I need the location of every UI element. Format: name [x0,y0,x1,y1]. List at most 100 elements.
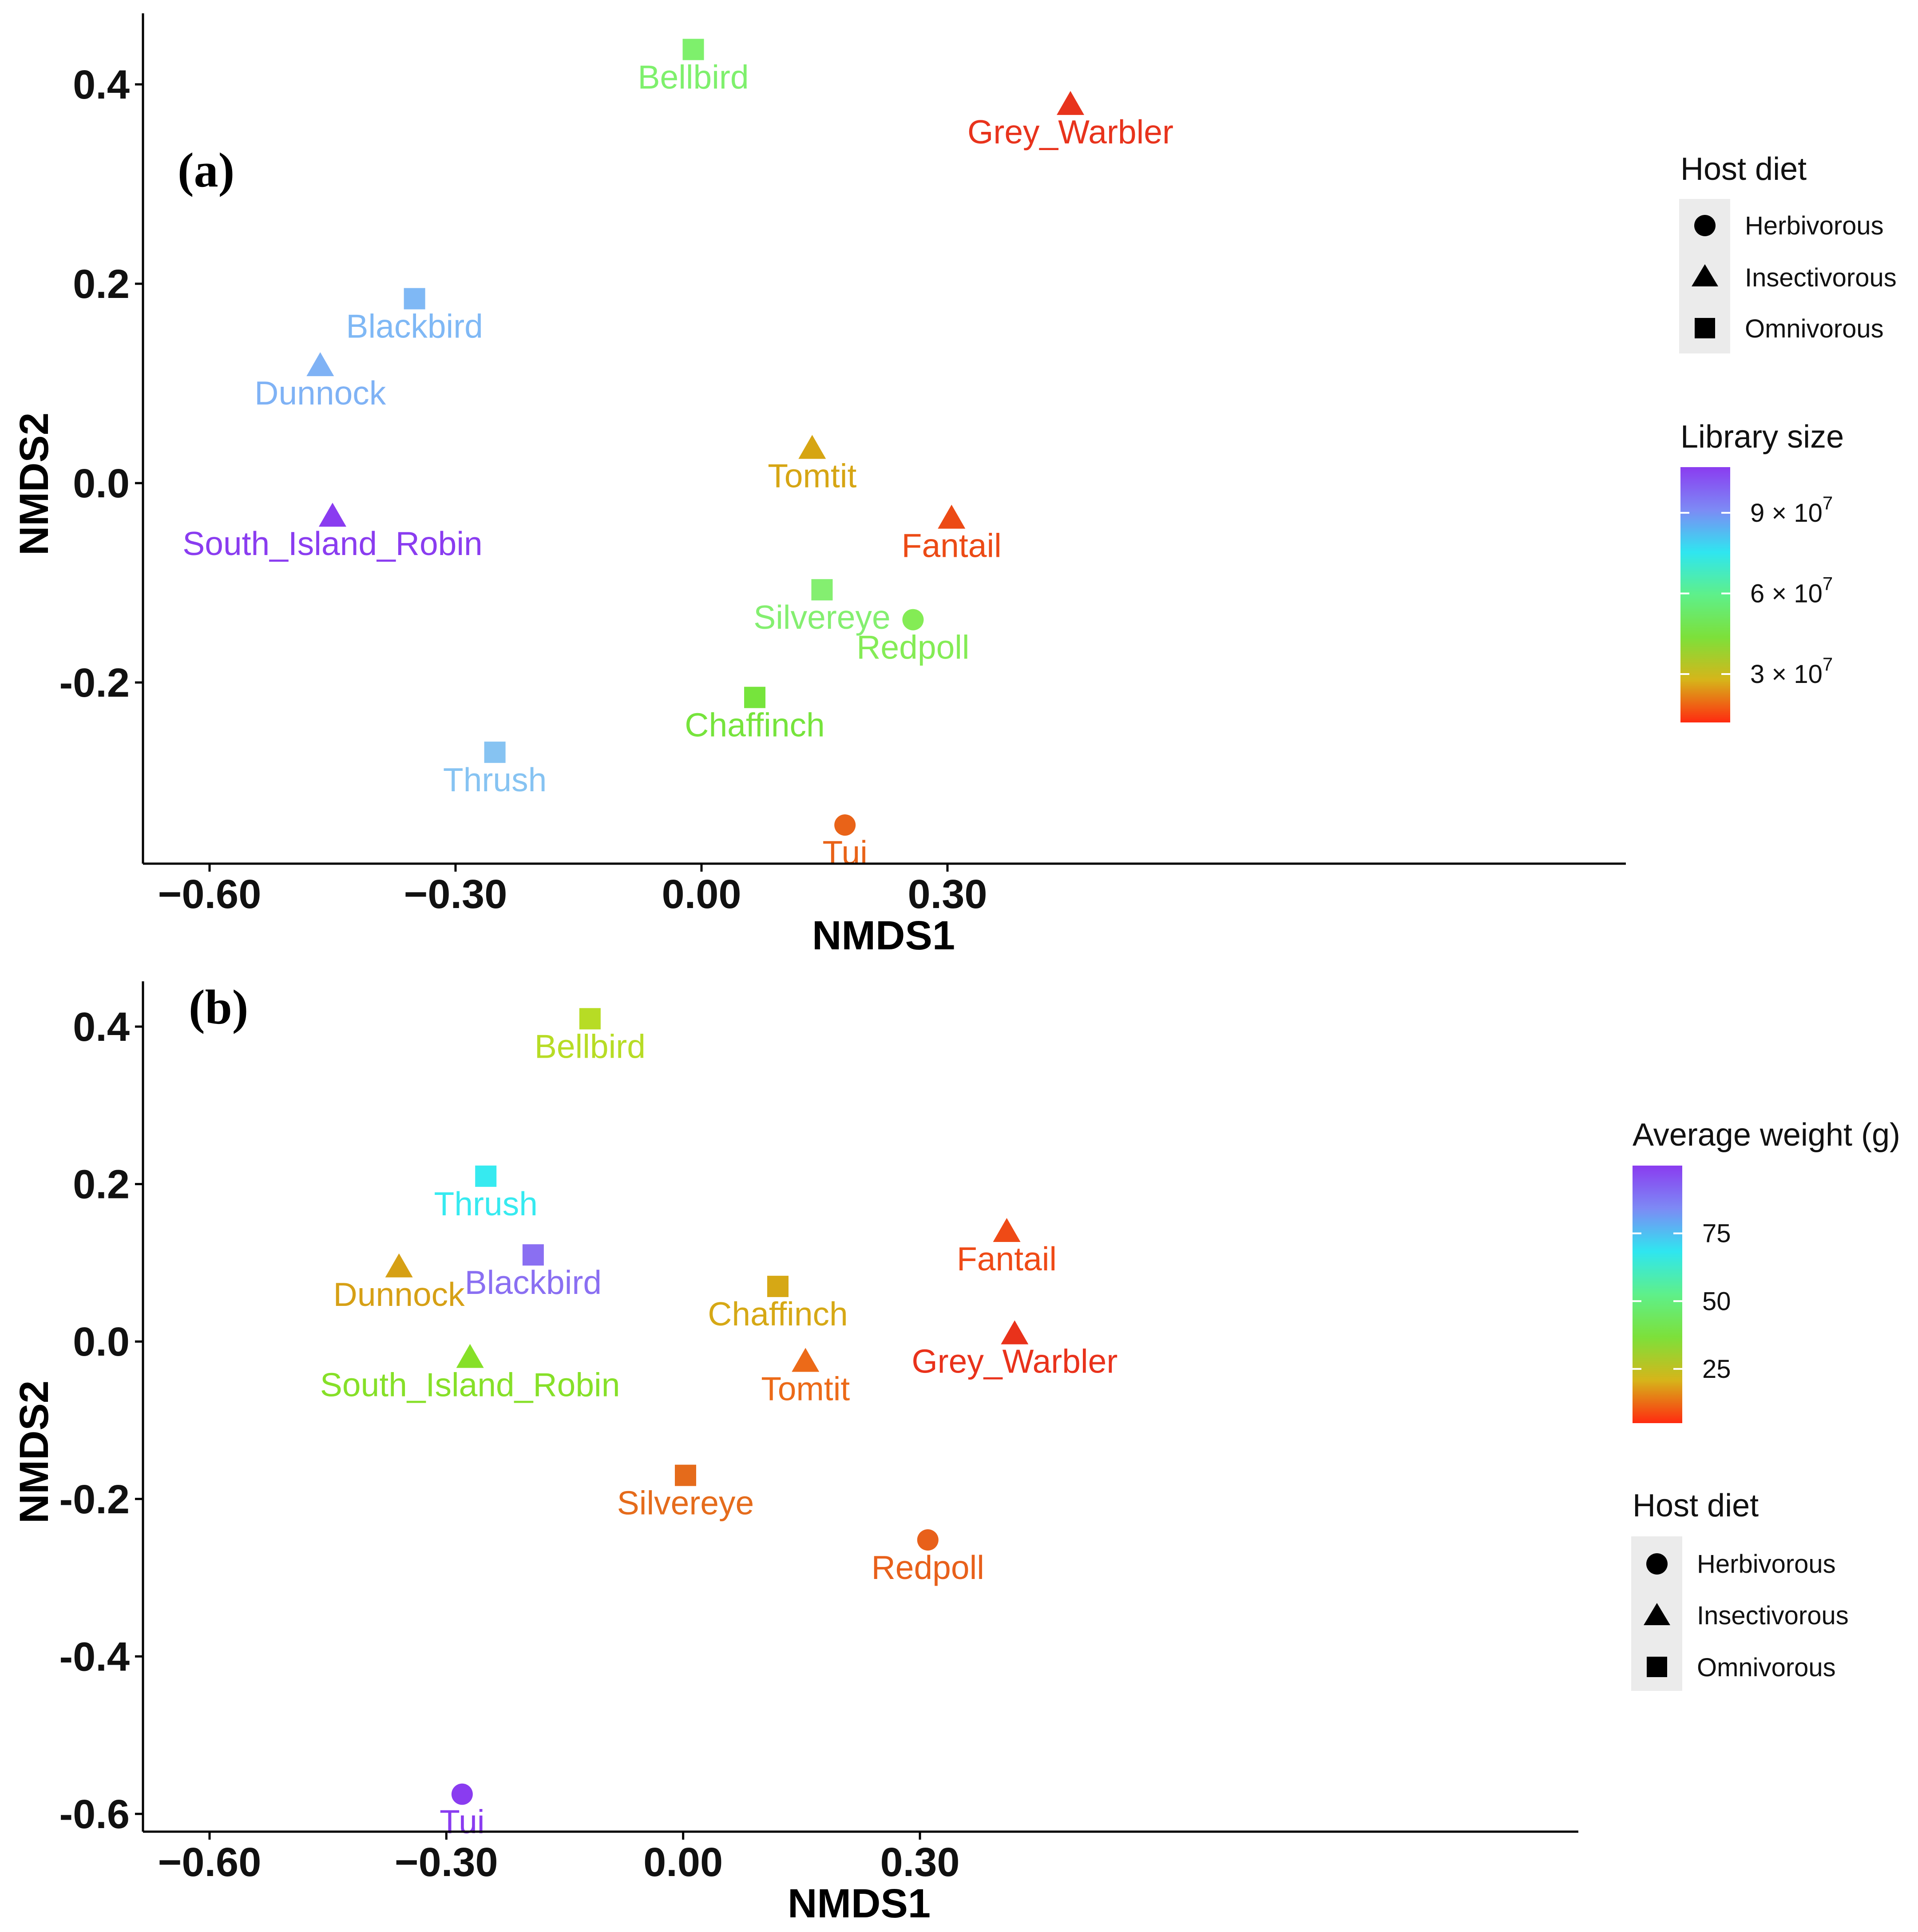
panel-a-diet-legend: Host diet Herbivorous Insectivorous Omni… [1679,151,1897,353]
y-tick-label: 0.0 [73,1319,130,1365]
point-label: Silvereye [753,599,890,636]
point-label: Blackbird [346,308,483,345]
point-thrush: Thrush [443,742,547,798]
point-blackbird: Blackbird [346,288,483,345]
point-label: Tomtit [761,1370,850,1408]
x-tick-label: −0.30 [404,872,507,917]
panel-b-y-title: NMDS2 [12,1381,57,1523]
panel-a-library-size-title: Library size [1680,419,1844,455]
colorbar-tick-label: 3 × 107 [1750,654,1833,689]
panel-b-legend-insectivorous: Insectivorous [1697,1601,1849,1630]
x-tick-label: −0.60 [158,1840,262,1885]
point-label: Thrush [443,761,547,798]
x-tick-label: −0.60 [158,872,262,917]
point-label: Grey_Warbler [967,113,1173,151]
panel-a-x-title: NMDS1 [812,913,955,958]
point-label: South_Island_Robin [320,1366,620,1404]
point-marker-square [484,742,506,763]
panel-b-diet-legend: Host diet Herbivorous Insectivorous Omni… [1631,1488,1849,1691]
point-tui: Tui [822,814,868,871]
point-marker-triangle [792,1348,820,1372]
x-tick-label: 0.30 [907,872,987,917]
panel-a-legend-omnivorous: Omnivorous [1745,314,1884,343]
point-bellbird: Bellbird [535,1008,646,1065]
y-tick-label: 0.0 [73,461,130,506]
point-marker-triangle [798,435,826,459]
panel-b-weight-legend: Average weight (g) 75 50 25 [1633,1117,1900,1423]
point-label: Chaffinch [685,706,825,744]
point-marker-square [744,686,766,708]
y-tick-label: 0.4 [73,1004,130,1050]
panel-b-legend-omnivorous: Omnivorous [1697,1653,1836,1682]
point-marker-triangle [385,1253,413,1277]
point-grey-warbler: Grey_Warbler [911,1320,1118,1380]
point-label: Bellbird [638,58,749,95]
point-label: Thrush [434,1185,538,1222]
point-silvereye: Silvereye [617,1464,754,1522]
panel-b-weight-title: Average weight (g) [1633,1117,1900,1153]
point-label: Grey_Warbler [911,1342,1118,1380]
point-marker-triangle [938,504,966,529]
colorbar-tick-label: 6 × 107 [1750,573,1833,608]
panel-a-library-size-legend: Library size 9 × 107 6 × 107 3 × 107 [1680,419,1844,722]
point-label: Chaffinch [708,1295,848,1333]
panel-b-diet-legend-title: Host diet [1633,1488,1759,1523]
point-label: Fantail [902,527,1002,564]
x-tick-label: 0.00 [643,1840,723,1885]
colorbar-tick-label: 50 [1702,1287,1731,1316]
point-label: Bellbird [535,1027,646,1065]
panel-a-points: Bellbird Grey_Warbler Blackbird Dunnock Sout… [182,39,1173,871]
legend-circle-icon [1646,1553,1668,1575]
legend-triangle-icon [1644,1603,1670,1625]
panel-a-tag: (a) [178,143,234,197]
point-grey-warbler: Grey_Warbler [967,91,1173,151]
point-label: Redpoll [856,629,969,666]
point-label: Dunnock [254,374,386,412]
point-fantail: Fantail [957,1218,1057,1277]
point-marker-square [579,1008,601,1030]
panel-a-diet-legend-title: Host diet [1680,151,1807,187]
point-label: Redpoll [872,1549,984,1586]
panel-a-x-axis: −0.60 −0.30 0.00 0.30 [143,862,1626,917]
point-marker-square [811,579,833,601]
point-marker-triangle [1057,91,1084,115]
point-label: Blackbird [465,1264,602,1301]
point-south-island-robin: South_Island_Robin [182,503,483,562]
point-tomtit: Tomtit [761,1348,850,1408]
point-marker-circle [917,1529,939,1551]
point-label: Tui [822,834,867,871]
point-label: South_Island_Robin [182,525,483,562]
point-marker-square [682,39,704,60]
point-dunnock: Dunnock [333,1253,465,1313]
y-tick-label: -0.2 [59,1477,130,1522]
point-label: Dunnock [333,1276,465,1313]
panel-b-x-title: NMDS1 [788,1881,931,1926]
point-redpoll: Redpoll [856,609,970,666]
colorbar-tick-label: 25 [1702,1355,1731,1384]
y-tick-label: 0.2 [73,262,130,307]
point-south-island-robin: South_Island_Robin [320,1344,620,1404]
y-tick-label: -0.2 [59,660,130,706]
point-fantail: Fantail [902,504,1002,564]
colorbar-tick-label: 75 [1702,1219,1731,1248]
x-tick-label: 0.00 [662,872,741,917]
legend-triangle-icon [1692,264,1718,286]
panel-a-legend-insectivorous: Insectivorous [1745,263,1897,292]
point-marker-circle [902,609,924,631]
point-silvereye: Silvereye [753,579,891,636]
x-tick-label: 0.30 [880,1840,959,1885]
point-marker-square [404,288,425,309]
colorbar-tick-label: 9 × 107 [1750,492,1833,528]
panel-a-legend-herbivorous: Herbivorous [1745,211,1884,240]
point-marker-triangle [1001,1320,1029,1345]
point-dunnock: Dunnock [254,352,386,412]
legend-circle-icon [1694,215,1716,236]
point-label: Silvereye [617,1484,754,1522]
panel-a-y-axis: 0.4 0.2 0.0 -0.2 [59,13,144,864]
point-bellbird: Bellbird [638,39,749,95]
panel-a-y-title: NMDS2 [12,413,57,555]
point-chaffinch: Chaffinch [685,686,825,744]
